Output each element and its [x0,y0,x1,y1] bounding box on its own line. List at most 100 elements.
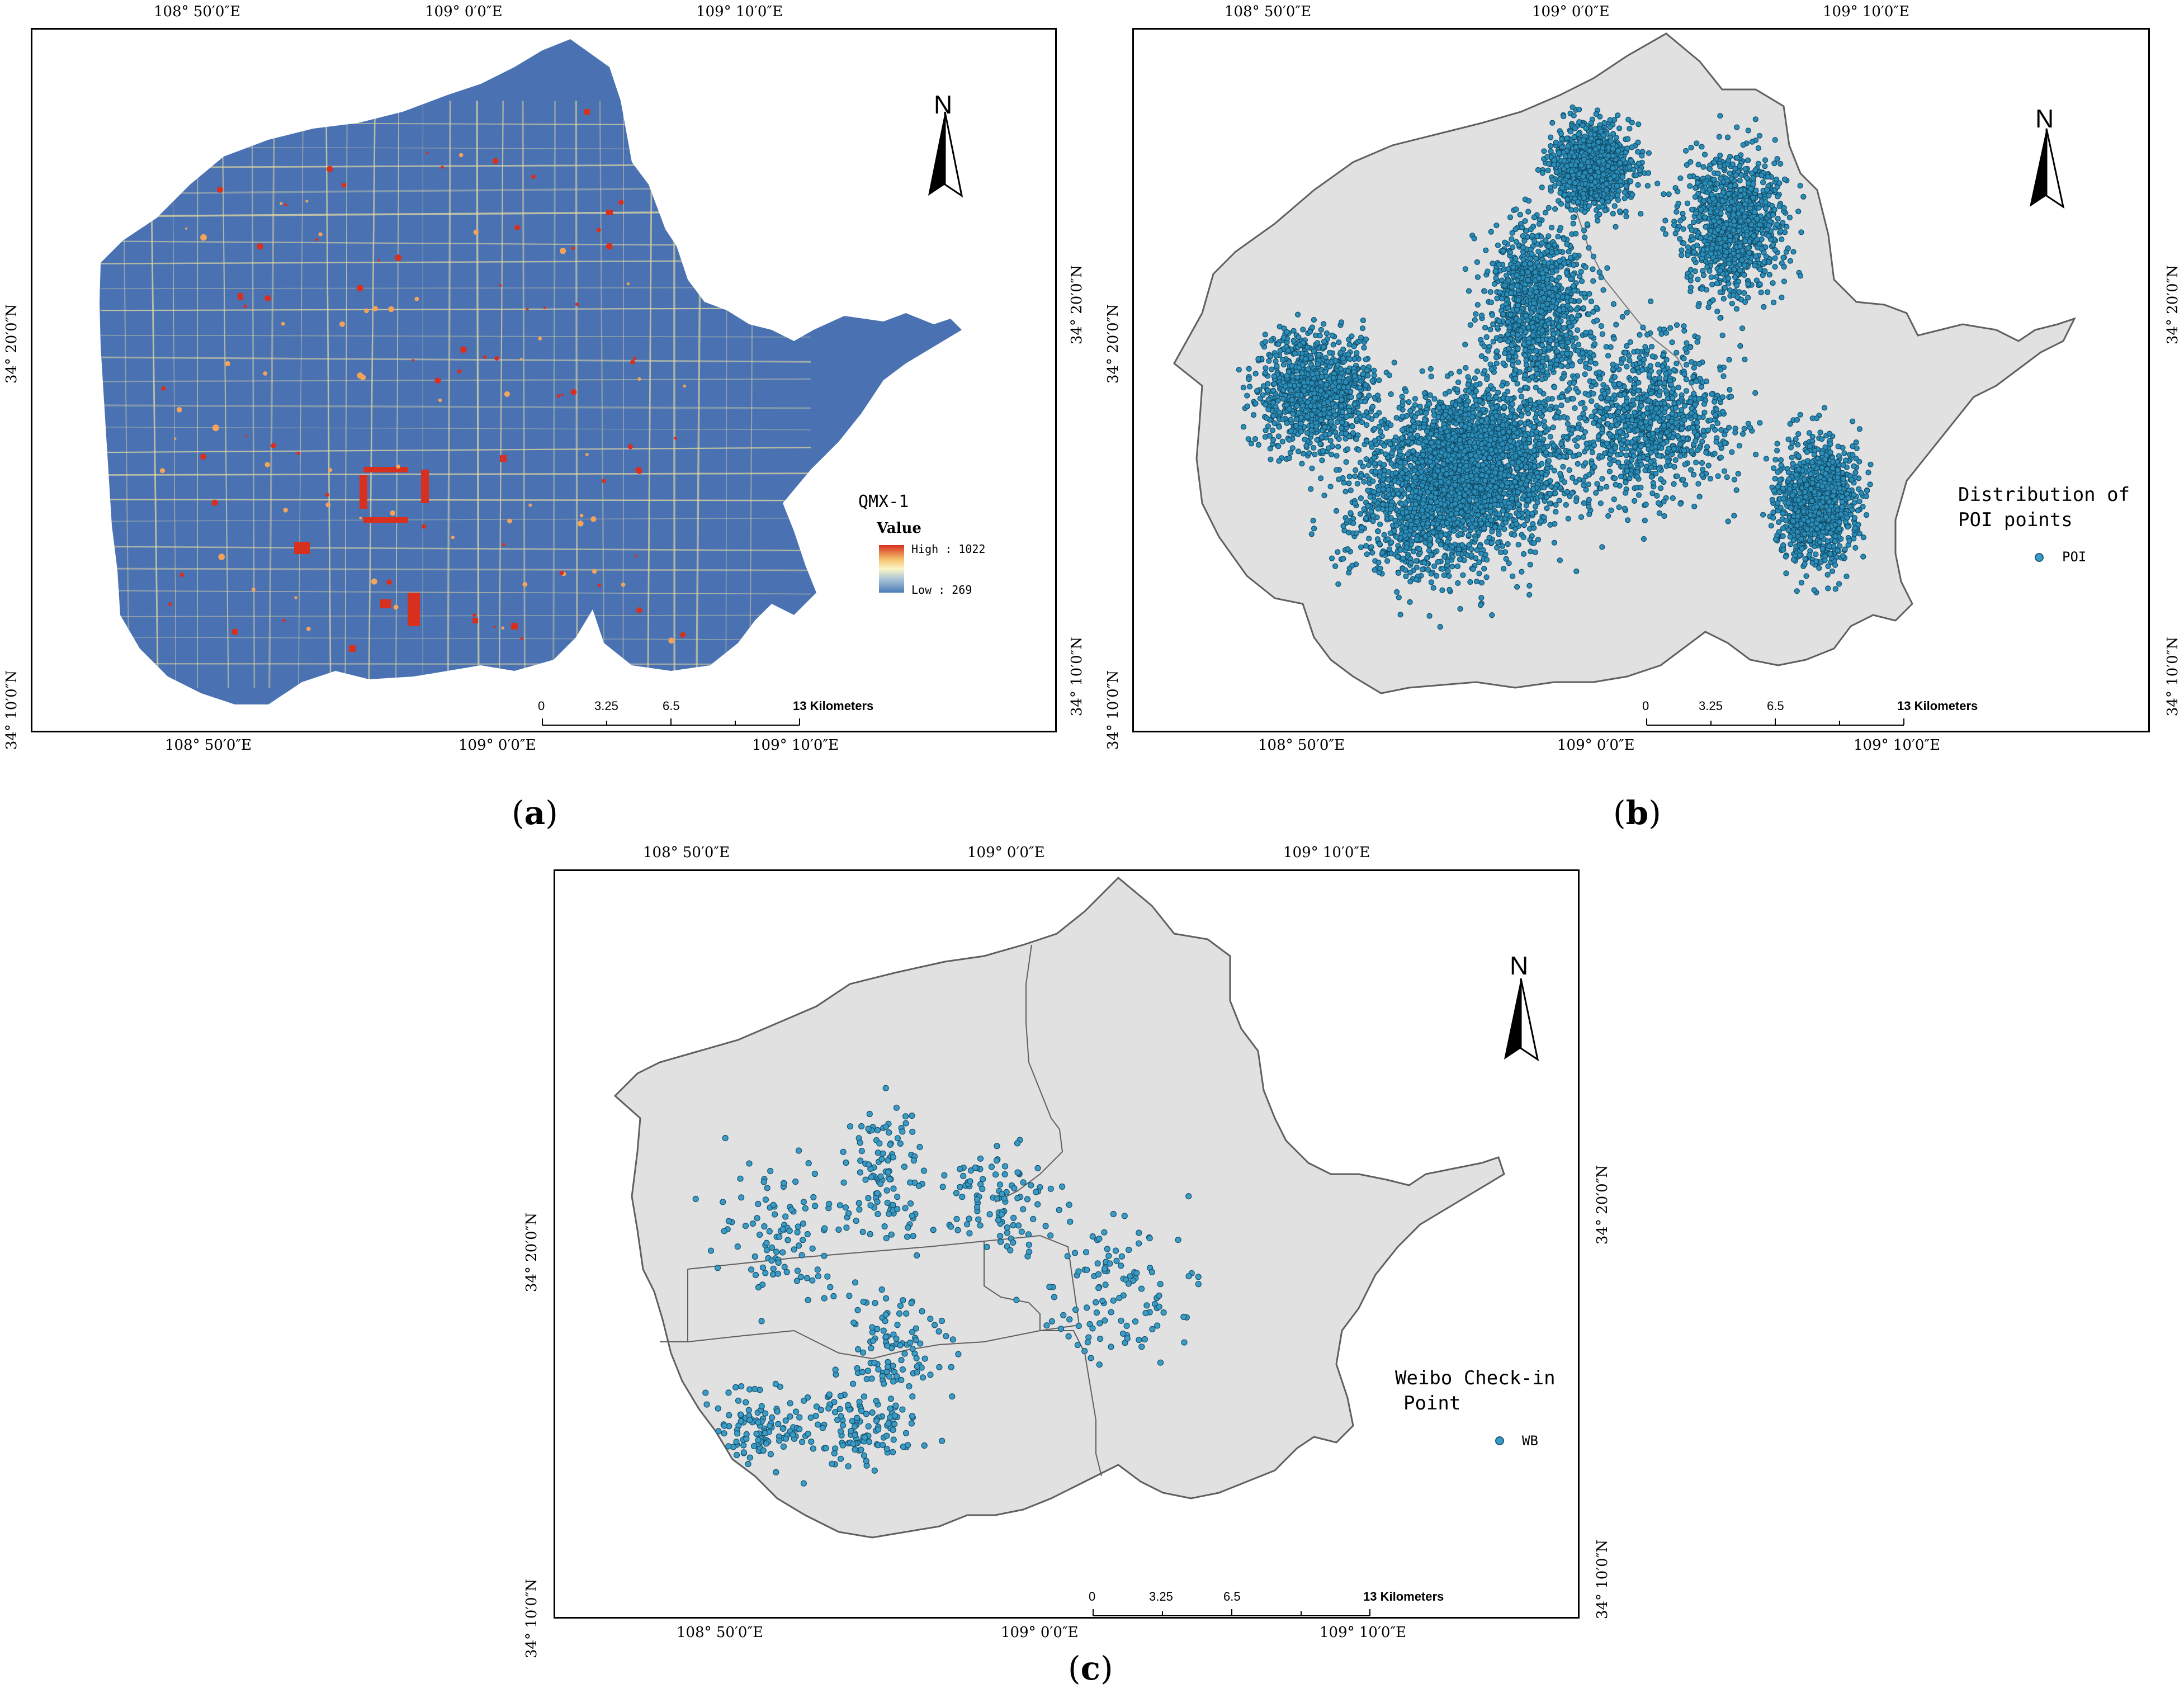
point-marker [1431,563,1438,569]
road-line [100,356,811,363]
point-marker [1595,433,1601,439]
point-marker [1681,323,1687,329]
road-line [197,100,198,688]
hotspot [179,573,185,578]
road-line [268,100,276,688]
hotspot [543,306,546,309]
point-marker [1564,397,1571,403]
point-marker [1590,253,1597,259]
road-line [476,100,480,688]
point-marker [1481,288,1488,294]
hotspot [363,517,408,523]
point-marker [1580,410,1586,417]
point-marker [1576,106,1582,112]
point-marker [1510,244,1516,250]
high-value-patches [159,109,687,652]
point-marker [1867,481,1873,488]
hotspot [414,296,419,301]
point-marker [1548,134,1554,140]
point-marker [1771,465,1777,471]
hotspot [359,517,362,519]
point-marker [1358,544,1364,550]
point-marker [1279,438,1285,445]
hotspot [282,619,286,622]
point-marker [1449,564,1455,570]
point-marker [1705,462,1712,469]
bottom-lon-label: 108° 50′0″E [165,737,252,754]
hotspot [356,285,363,292]
point-marker [1755,145,1761,152]
legend-high-label: High : 1022 [911,542,986,556]
point-marker [1510,330,1516,337]
road-line [100,499,811,502]
point-marker [1679,252,1685,258]
hotspot [460,346,467,353]
hotspot [251,588,256,592]
hotspot [560,248,566,254]
point-marker [1343,459,1349,465]
point-marker [1494,545,1500,551]
point-marker [1493,394,1499,400]
hotspot [372,306,378,311]
hotspot [284,203,287,207]
point-marker [1863,493,1869,499]
point-marker [1499,543,1506,550]
point-marker [1376,377,1382,384]
hotspot [245,434,248,437]
point-marker [1645,170,1652,176]
point-marker [1570,214,1576,221]
point-marker [1379,506,1386,512]
point-marker [1742,166,1748,172]
point-marker [1824,571,1831,578]
point-marker [1364,551,1370,557]
point-marker [1308,486,1314,492]
panel-caption: (a) [512,794,558,832]
point-marker [1493,275,1499,281]
hotspot [315,238,319,242]
point-marker [1439,587,1445,593]
road-line [100,378,811,382]
hotspot [502,543,505,546]
hotspot [522,581,528,587]
hotspot [606,210,613,215]
hotspot [528,503,532,507]
hotspot [519,358,523,361]
road-line [100,472,811,476]
point-marker [1662,217,1668,224]
point-marker [1571,380,1577,386]
point-marker [1798,579,1805,586]
top-lon-label: 109° 0′0″E [1532,3,1610,20]
point-marker [1607,124,1613,130]
point-marker [1727,386,1733,393]
point-marker [1798,229,1804,235]
point-marker [1250,411,1257,418]
point-marker [1860,534,1866,541]
hotspot [264,462,270,467]
point-marker [1520,534,1526,541]
hotspot [341,182,347,188]
point-marker [1332,563,1339,569]
point-marker [1386,372,1393,379]
hotspot [360,475,367,509]
point-marker [1473,578,1480,585]
hotspot [349,645,356,652]
point-marker [1601,120,1608,126]
hotspot [473,229,479,235]
point-marker [1757,266,1764,272]
hotspot [683,384,687,388]
point-marker [1312,451,1318,457]
point-marker [1728,394,1734,400]
point-marker [1523,228,1529,234]
point-marker [1481,343,1487,349]
top-lon-label: 108° 50′0″E [1225,3,1312,20]
hotspot [393,604,399,610]
point-marker [1514,380,1520,387]
point-marker [1752,116,1758,122]
hotspot [499,284,502,287]
hotspot [472,618,478,623]
legend-subtitle: Value [877,520,921,537]
point-marker [1565,515,1572,522]
hotspot [363,467,408,472]
point-marker [1491,281,1498,287]
road-line [100,546,811,552]
